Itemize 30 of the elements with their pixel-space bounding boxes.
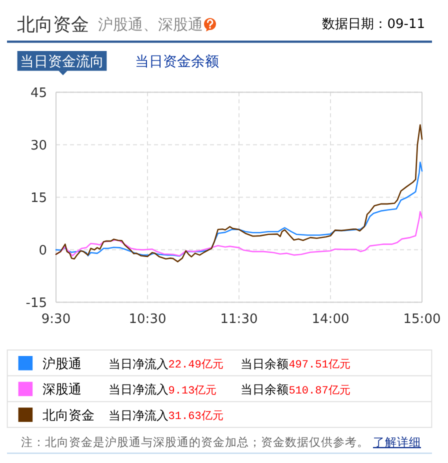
legend-label: 沪股通: [42, 356, 82, 372]
text: 当日净流入: [108, 382, 168, 397]
text: 当日资金余额: [135, 54, 219, 70]
text: 22.49亿元: [168, 360, 224, 372]
text: 了解详细: [373, 435, 421, 449]
x-tick-label: 10:30: [128, 312, 166, 327]
x-tick-label: 11:30: [220, 312, 258, 327]
y-tick-label: 45: [30, 86, 47, 101]
text: 497.51亿元: [288, 360, 350, 372]
chart-title: 北向资金: [17, 14, 89, 36]
text: 当日净流入: [108, 408, 168, 422]
text: 当日余额: [240, 382, 289, 397]
y-tick-label: 30: [30, 138, 47, 154]
x-tick-label: 15:00: [403, 312, 441, 327]
legend-label: 深股通: [42, 382, 82, 398]
text: 数据日期：09-11: [322, 17, 425, 32]
text: 510.87亿元: [288, 385, 350, 398]
y-tick-label: -15: [26, 296, 47, 311]
text: 注：北向资金是沪股通与深股通的资金加总；资金数据仅供参考。: [21, 435, 369, 449]
y-tick-label: 0: [38, 243, 47, 258]
x-tick-label: 9:30: [41, 312, 71, 327]
y-tick-label: 15: [30, 190, 47, 206]
text: 当日净流入: [108, 356, 168, 371]
legend-label: 北向资金: [42, 408, 95, 424]
text: 9.13亿元: [168, 385, 217, 398]
text: 31.63亿元: [168, 411, 224, 424]
chart-subtitle: 沪股通、深股通: [98, 16, 203, 34]
x-tick-label: 14:00: [312, 312, 350, 327]
text: 当日余额: [240, 356, 289, 371]
text: 当日资金流向: [20, 54, 104, 70]
